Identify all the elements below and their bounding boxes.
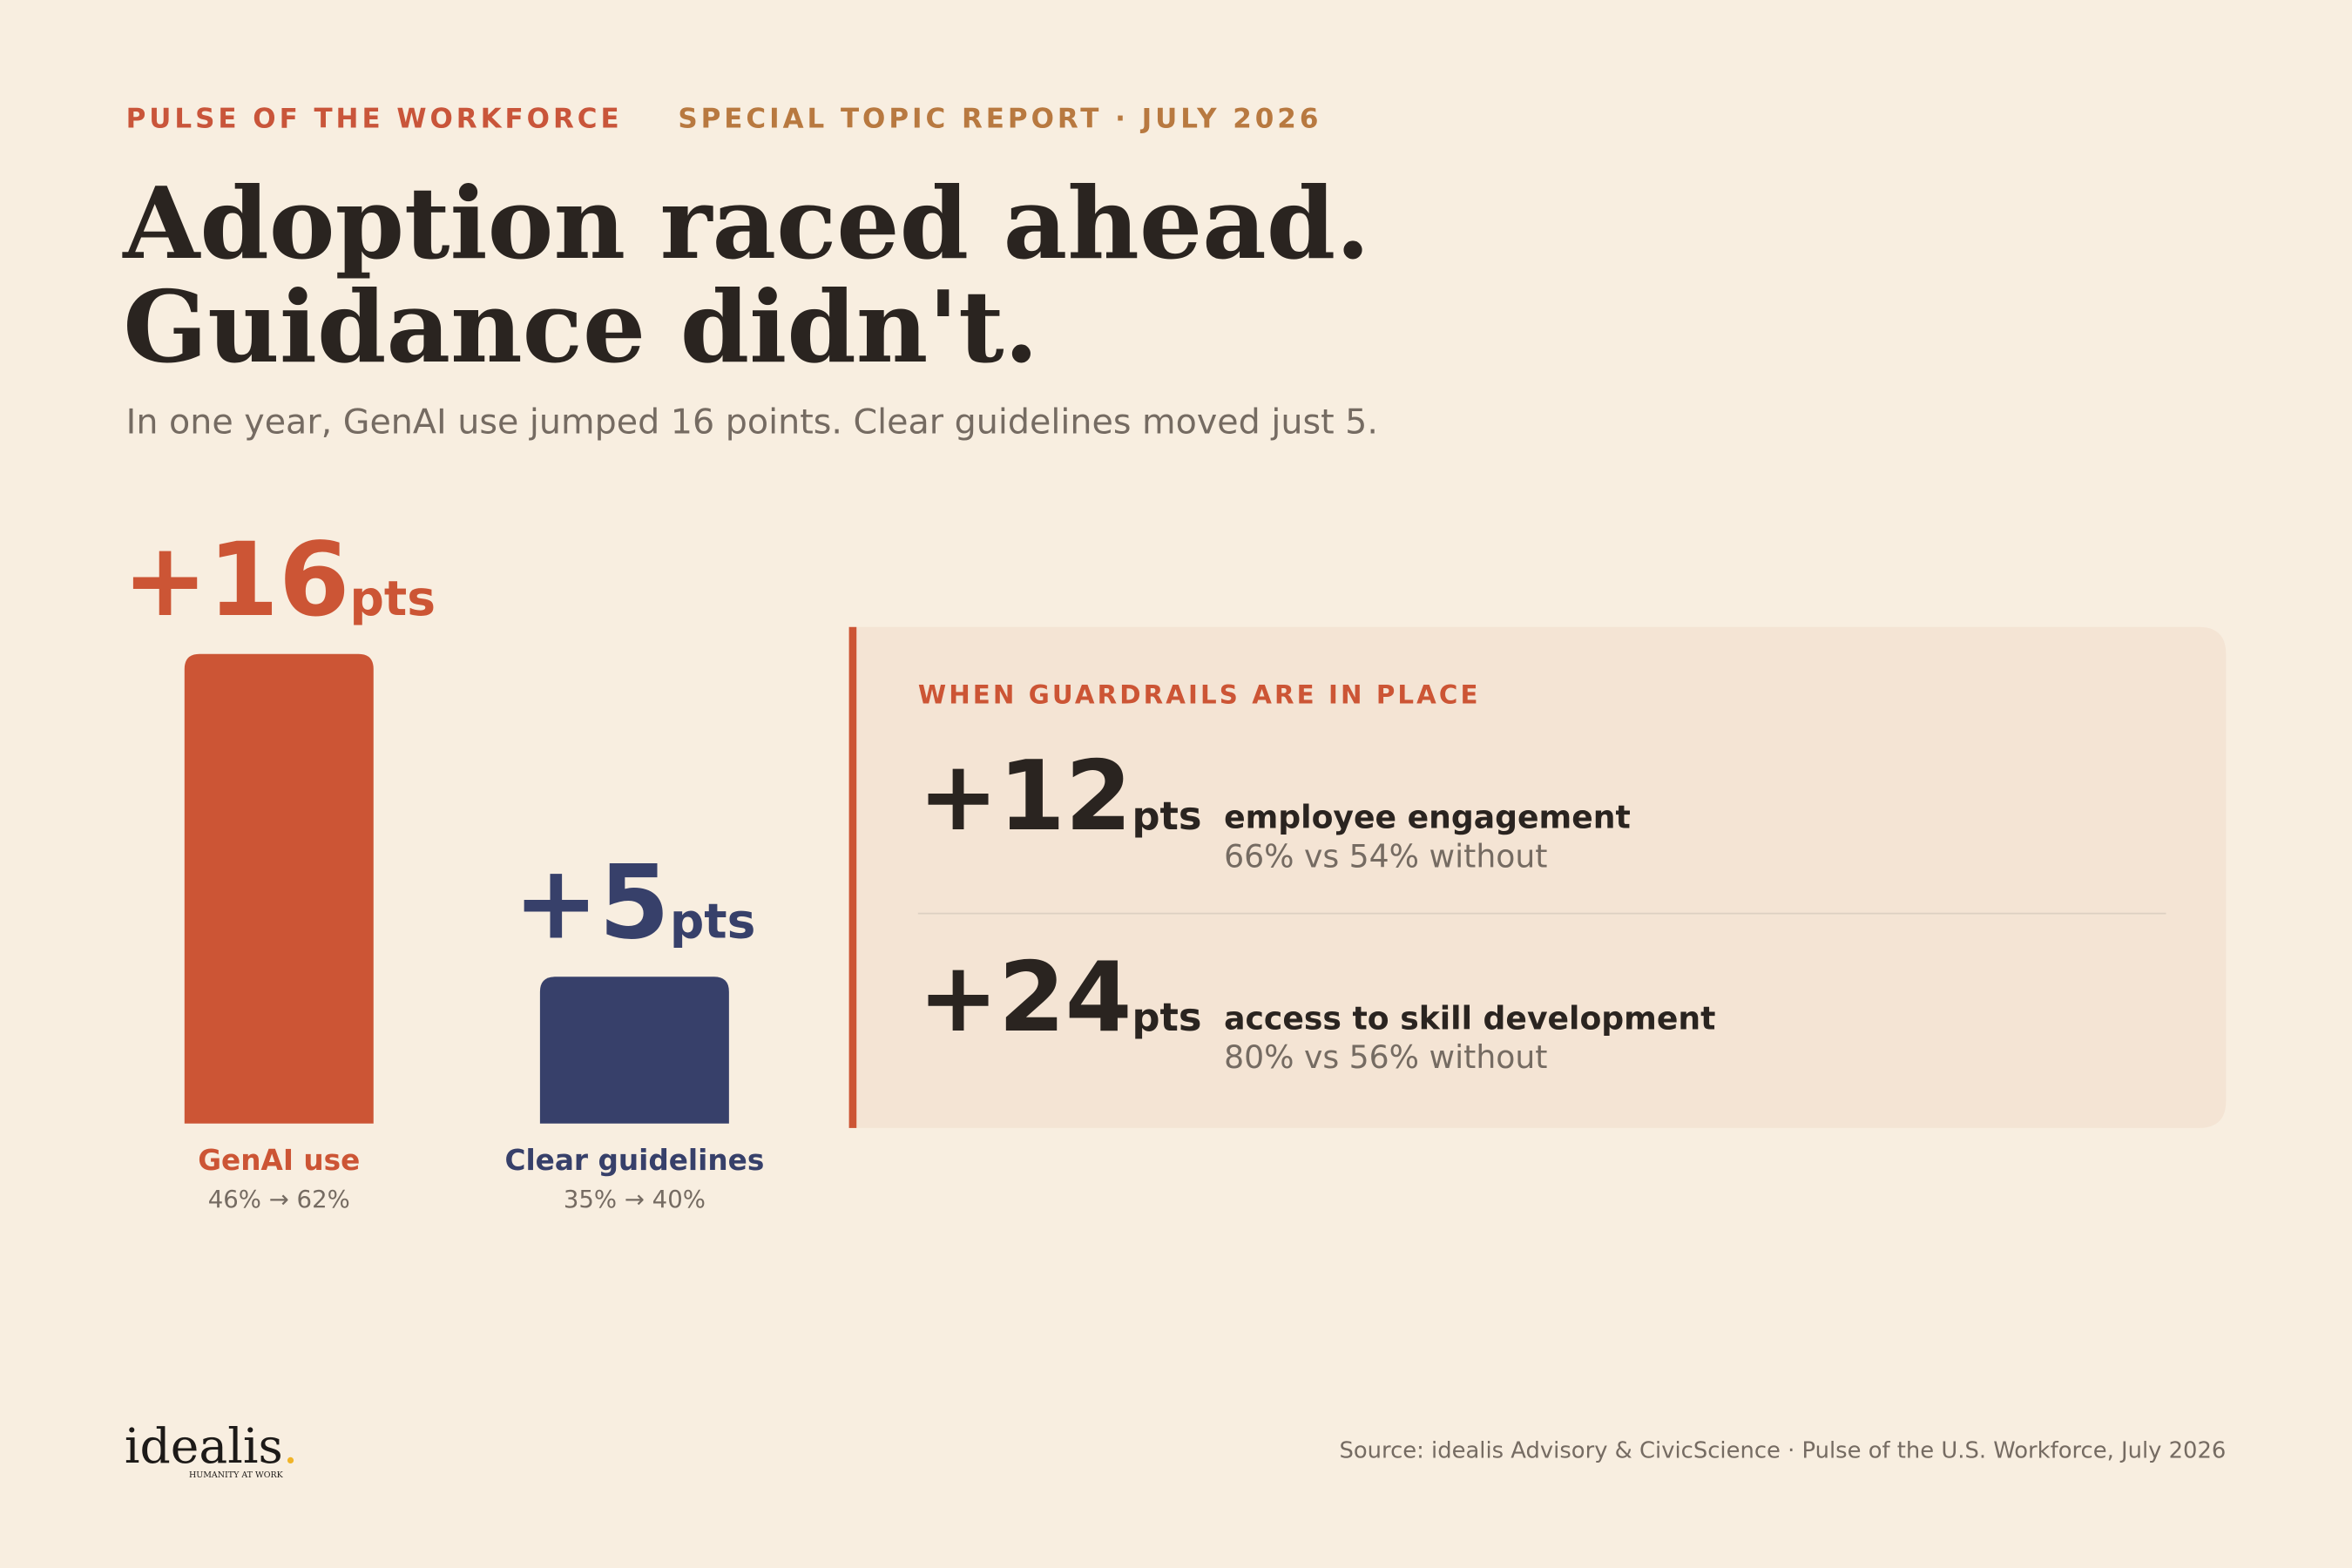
logo: idealis. — [125, 1418, 298, 1474]
category-note: 35% → 40% — [564, 1186, 706, 1213]
panel-heading: WHEN GUARDRAILS ARE IN PLACE — [918, 680, 1481, 710]
logo-name: idealis — [125, 1418, 283, 1474]
category-note: 46% → 62% — [208, 1186, 350, 1213]
stat-detail: 80% vs 56% without — [1224, 1038, 1547, 1076]
value-number: +16 — [122, 520, 349, 639]
guardrails-panel — [848, 626, 2227, 1128]
stat-value: +12pts — [918, 740, 1202, 852]
value-unit: pts — [350, 571, 436, 626]
stat-value: +24pts — [918, 942, 1202, 1053]
category-label: GenAI use — [198, 1144, 360, 1177]
category-label: Clear guidelines — [504, 1144, 764, 1177]
stat-label: access to skill development — [1224, 999, 1715, 1037]
eyebrow-detail: SPECIAL TOPIC REPORT · JULY 2026 — [678, 103, 1321, 134]
value-number: +5 — [513, 843, 670, 963]
source: Source: idealis Advisory & CivicScience … — [1340, 1438, 2227, 1464]
bar — [539, 977, 729, 1124]
value-label: +16pts — [122, 520, 436, 639]
stat-detail: 66% vs 54% without — [1224, 837, 1547, 875]
logo-tagline: HUMANITY AT WORK — [189, 1470, 284, 1480]
stat-label: employee engagement — [1224, 799, 1631, 836]
subtitle: In one year, GenAI use jumped 16 points.… — [126, 402, 1378, 443]
stat-number: +24 — [918, 942, 1132, 1053]
bar — [184, 653, 374, 1124]
value-label: +5pts — [513, 843, 755, 963]
stat-number: +12 — [918, 740, 1132, 852]
logo-mark: . — [283, 1418, 299, 1474]
value-unit: pts — [670, 894, 756, 950]
stat-unit: pts — [1132, 994, 1201, 1040]
panel-accent — [848, 626, 857, 1128]
title-line: Guidance didn't. — [123, 268, 1038, 385]
title-line: Adoption raced ahead. — [122, 165, 1370, 281]
eyebrow: PULSE OF THE WORKFORCE — [126, 103, 623, 134]
stat-unit: pts — [1132, 793, 1201, 839]
